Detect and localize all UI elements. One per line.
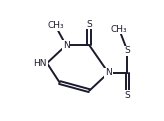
- Text: CH₃: CH₃: [111, 25, 127, 34]
- Text: N: N: [105, 68, 112, 77]
- Text: S: S: [125, 46, 130, 55]
- Text: S: S: [86, 20, 92, 29]
- Text: N: N: [63, 41, 69, 50]
- Text: S: S: [125, 91, 130, 100]
- Text: HN: HN: [33, 59, 47, 68]
- Text: CH₃: CH₃: [47, 21, 64, 30]
